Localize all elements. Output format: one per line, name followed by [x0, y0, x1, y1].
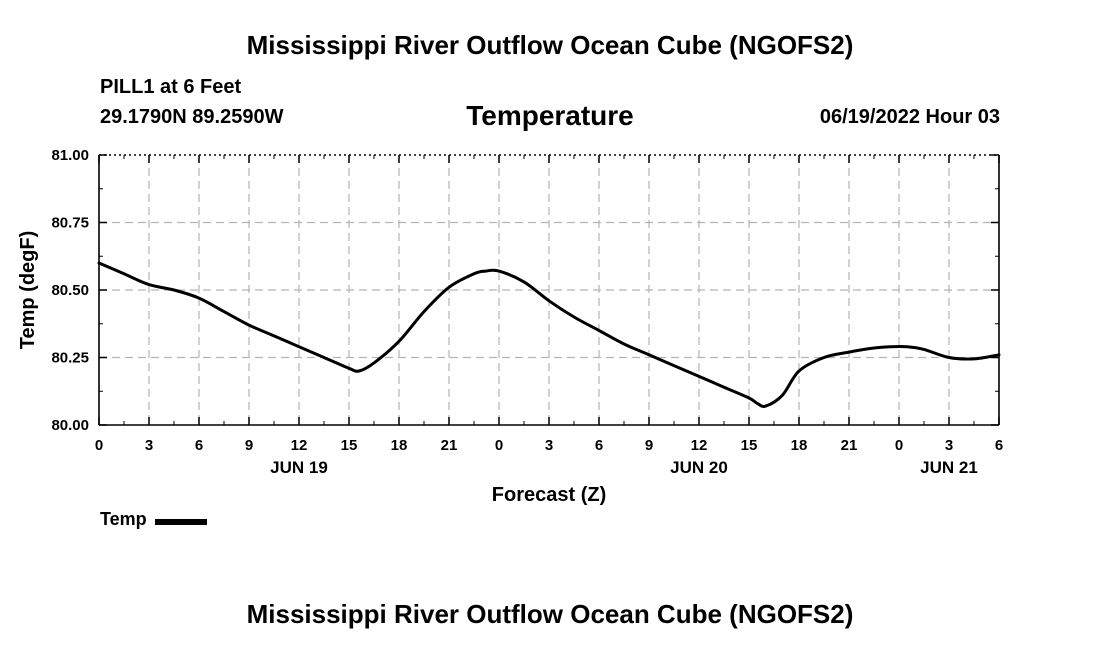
chart-title: Temperature — [466, 100, 634, 131]
footer-title: Mississippi River Outflow Ocean Cube (NG… — [246, 599, 854, 629]
x-tick-label: 15 — [341, 437, 358, 454]
x-tick-label: 9 — [645, 437, 653, 454]
x-axis-label: Forecast (Z) — [492, 484, 606, 506]
x-tick-label: 6 — [595, 437, 603, 454]
day-label: JUN 20 — [670, 458, 728, 477]
x-tick-label: 6 — [995, 437, 1003, 454]
x-tick-label: 6 — [195, 437, 203, 454]
x-tick-label: 21 — [441, 437, 458, 454]
coordinates-label: 29.1790N 89.2590W — [100, 106, 284, 128]
y-tick-label: 80.50 — [51, 282, 89, 299]
x-tick-label: 3 — [145, 437, 153, 454]
day-label: JUN 21 — [920, 458, 978, 477]
legend-label: Temp — [100, 509, 147, 529]
page-title: Mississippi River Outflow Ocean Cube (NG… — [246, 30, 854, 60]
series-line-temp — [97, 261, 1001, 408]
x-tick-label: 12 — [291, 437, 308, 454]
y-tick-label: 80.00 — [51, 417, 89, 434]
y-tick-label: 80.25 — [51, 350, 89, 367]
y-tick-label: 80.75 — [51, 215, 89, 232]
x-tick-label: 3 — [545, 437, 553, 454]
datetime-label: 06/19/2022 Hour 03 — [819, 106, 1000, 128]
y-axis-label: Temp (degF) — [17, 231, 39, 350]
x-tick-label: 0 — [95, 437, 103, 454]
x-tick-label: 18 — [791, 437, 808, 454]
x-tick-label: 21 — [841, 437, 858, 454]
x-tick-label: 12 — [691, 437, 708, 454]
x-tick-label: 9 — [245, 437, 253, 454]
x-tick-label: 18 — [391, 437, 408, 454]
station-label: PILL1 at 6 Feet — [100, 76, 242, 98]
x-tick-label: 0 — [895, 437, 903, 454]
x-tick-label: 0 — [495, 437, 503, 454]
legend: Temp — [100, 509, 207, 530]
y-tick-label: 81.00 — [51, 147, 89, 164]
x-tick-label: 3 — [945, 437, 953, 454]
legend-swatch — [154, 518, 207, 525]
day-label: JUN 19 — [270, 458, 328, 477]
x-tick-label: 15 — [741, 437, 758, 454]
